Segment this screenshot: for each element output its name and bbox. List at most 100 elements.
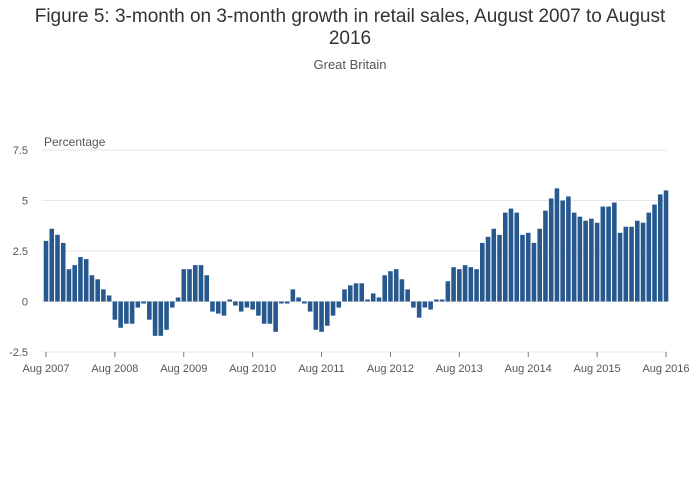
bar	[428, 301, 433, 310]
bar	[267, 301, 273, 324]
bar	[147, 301, 152, 320]
bar	[187, 269, 192, 302]
bar	[370, 293, 376, 302]
bar	[313, 301, 319, 330]
bar	[302, 301, 307, 304]
bar	[221, 301, 227, 316]
bar	[531, 242, 537, 302]
bar	[112, 301, 118, 320]
bar	[663, 190, 669, 302]
y-tick-label: 7.5	[13, 145, 28, 157]
bar	[181, 269, 187, 302]
bar	[554, 188, 560, 302]
bar	[480, 242, 485, 302]
bar	[170, 301, 175, 308]
bar	[474, 269, 479, 302]
bar	[204, 275, 210, 302]
bar	[537, 228, 542, 302]
bar	[629, 226, 634, 302]
bar	[589, 218, 594, 302]
bar	[250, 301, 255, 310]
bar	[238, 301, 244, 312]
bar	[365, 299, 370, 302]
bar	[485, 236, 491, 302]
bar	[210, 301, 215, 312]
chart-subtitle: Great Britain	[313, 57, 387, 72]
bar	[525, 232, 531, 302]
bar	[158, 301, 164, 336]
y-axis-label: Percentage	[44, 135, 106, 149]
bar	[284, 301, 290, 304]
bar	[399, 279, 405, 302]
bar	[577, 216, 583, 302]
bar	[89, 275, 95, 302]
bar	[560, 200, 565, 302]
bar	[164, 301, 169, 330]
bar	[635, 220, 640, 302]
bar	[646, 212, 652, 302]
bar	[60, 242, 66, 302]
bar	[543, 210, 548, 302]
x-tick-label: Aug 2012	[367, 363, 414, 375]
bar	[652, 204, 657, 302]
bar	[261, 301, 267, 324]
bar	[445, 281, 451, 302]
bar	[497, 234, 502, 302]
bar	[508, 208, 514, 302]
bar	[256, 301, 261, 316]
bar	[244, 301, 250, 308]
bar	[83, 259, 89, 302]
bar	[101, 289, 106, 302]
bar	[566, 196, 571, 302]
bar	[175, 297, 181, 302]
bar	[227, 299, 232, 302]
bar	[78, 257, 83, 302]
bar	[342, 289, 347, 302]
bar	[382, 275, 387, 302]
bar	[72, 265, 77, 302]
bar	[640, 222, 646, 302]
bar	[612, 202, 617, 302]
bar	[273, 301, 278, 332]
x-tick-label: Aug 2015	[574, 363, 621, 375]
x-tick-label: Aug 2009	[160, 363, 207, 375]
x-tick-label: Aug 2013	[436, 363, 483, 375]
bar	[657, 194, 663, 302]
bar	[514, 212, 520, 302]
y-tick-label: 0	[22, 297, 28, 309]
bar	[376, 297, 382, 302]
bar	[359, 283, 365, 302]
bar	[617, 232, 623, 302]
x-tick-label: Aug 2014	[505, 363, 552, 375]
bar	[49, 228, 55, 302]
bar	[325, 301, 330, 326]
bar	[129, 301, 135, 324]
bar	[296, 297, 301, 302]
bar	[43, 240, 49, 302]
bar	[411, 301, 416, 308]
bar	[623, 226, 629, 302]
bar	[141, 301, 146, 304]
bar	[192, 265, 198, 302]
bar	[405, 289, 410, 302]
y-tick-label: 2.5	[13, 246, 28, 258]
bar	[95, 279, 100, 302]
bar	[135, 301, 141, 308]
bar	[124, 301, 129, 324]
bar	[502, 212, 508, 302]
bar	[462, 265, 468, 302]
bar	[290, 289, 296, 302]
bar	[319, 301, 324, 332]
bar	[279, 301, 284, 304]
x-tick-label: Aug 2007	[22, 363, 69, 375]
bar	[66, 269, 72, 302]
y-tick-label: 5	[22, 196, 28, 208]
bar	[439, 299, 445, 302]
bar	[451, 267, 456, 302]
bar	[491, 228, 497, 302]
bar	[393, 269, 399, 302]
bar	[215, 301, 221, 314]
bar	[606, 206, 611, 302]
bar	[600, 206, 606, 302]
